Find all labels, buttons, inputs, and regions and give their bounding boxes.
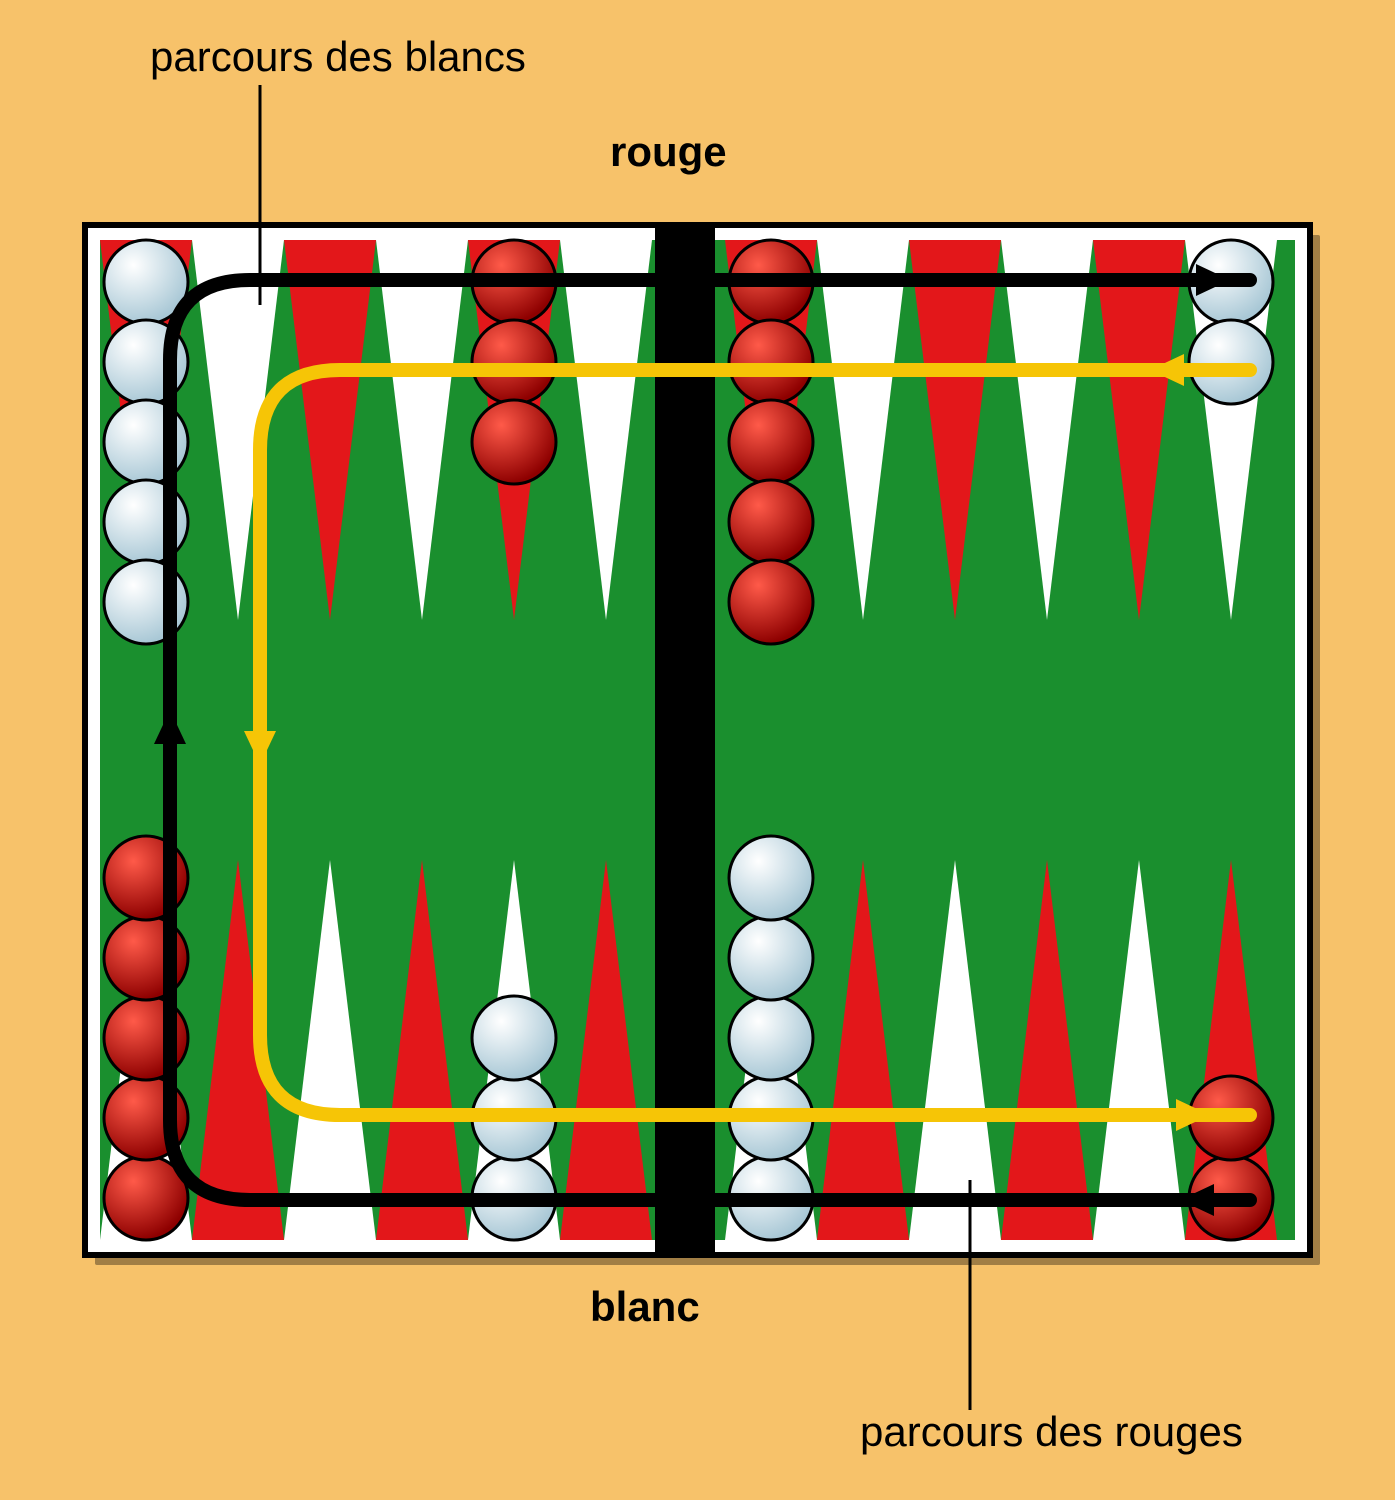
diagram-svg (0, 0, 1395, 1500)
red-checker (729, 400, 813, 484)
red-checker (729, 320, 813, 404)
red-checker (729, 560, 813, 644)
white-checker (729, 916, 813, 1000)
red-checker (729, 480, 813, 564)
label-rouge: rouge (610, 128, 727, 176)
white-checker (472, 996, 556, 1080)
red-checker (472, 400, 556, 484)
white-checker (729, 836, 813, 920)
white-checker (1189, 320, 1273, 404)
red-checker (472, 320, 556, 404)
white-checker (729, 996, 813, 1080)
label-parcours-blancs: parcours des blancs (150, 33, 526, 81)
page-root: parcours des blancs rouge blanc parcours… (0, 0, 1395, 1500)
label-parcours-rouges: parcours des rouges (860, 1408, 1243, 1456)
label-blanc: blanc (590, 1283, 700, 1331)
board-bar (655, 225, 715, 1255)
